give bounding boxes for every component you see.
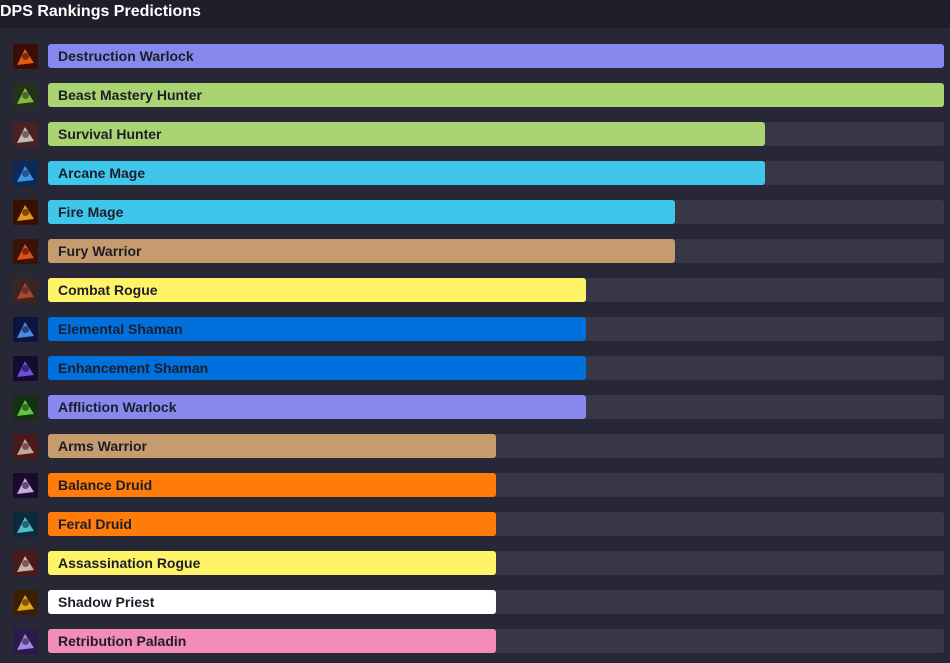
ranking-row[interactable]: Arcane Mage [0,155,950,194]
arms-warrior-icon [13,434,38,459]
bar-track: Beast Mastery Hunter [48,83,944,107]
bar-track: Destruction Warlock [48,44,944,68]
ranking-row[interactable]: Shadow Priest [0,584,950,623]
bar [48,239,675,263]
bar-track: Arcane Mage [48,161,944,185]
bar-track: Fire Mage [48,200,944,224]
fire-mage-icon [13,200,38,225]
ranking-row[interactable]: Feral Druid [0,506,950,545]
bar-label: Survival Hunter [58,126,162,142]
bar-label: Elemental Shaman [58,321,183,337]
enhancement-shaman-icon [13,356,38,381]
bar [48,512,496,536]
elemental-shaman-icon [13,317,38,342]
bar-track: Affliction Warlock [48,395,944,419]
ranking-row[interactable]: Balance Druid [0,467,950,506]
ranking-row[interactable]: Enhancement Shaman [0,350,950,389]
bar-track: Fury Warrior [48,239,944,263]
bar [48,200,675,224]
bar-track: Retribution Paladin [48,629,944,653]
chart-panel: Destruction Warlock Beast Mastery Hunter S… [0,28,950,663]
ranking-row[interactable]: Assassination Rogue [0,545,950,584]
bar [48,161,765,185]
ranking-row[interactable]: Affliction Warlock [0,389,950,428]
combat-rogue-icon [13,278,38,303]
feral-druid-icon [13,512,38,537]
affliction-warlock-icon [13,395,38,420]
bar [48,434,496,458]
bar [48,629,496,653]
balance-druid-icon [13,473,38,498]
bar-track: Arms Warrior [48,434,944,458]
assassination-rogue-icon [13,551,38,576]
bar [48,317,586,341]
bar-track: Enhancement Shaman [48,356,944,380]
bar-track: Assassination Rogue [48,551,944,575]
shadow-priest-icon [13,590,38,615]
bar-label: Combat Rogue [58,282,158,298]
bar [48,122,765,146]
page-title: DPS Rankings Predictions [0,3,201,20]
bar-track: Survival Hunter [48,122,944,146]
bar [48,83,944,107]
bar-track: Balance Druid [48,473,944,497]
bar-label: Arcane Mage [58,165,146,181]
bar-label: Enhancement Shaman [58,360,209,376]
fury-warrior-icon [13,239,38,264]
bar-label: Shadow Priest [58,594,155,610]
bar [48,395,586,419]
bar-label: Feral Druid [58,516,132,532]
beast-mastery-hunter-icon [13,83,38,108]
ranking-row[interactable]: Beast Mastery Hunter [0,77,950,116]
bar-track: Shadow Priest [48,590,944,614]
bar-label: Beast Mastery Hunter [58,87,202,103]
bar [48,590,496,614]
ranking-row[interactable]: Fire Mage [0,194,950,233]
ranking-row[interactable]: Fury Warrior [0,233,950,272]
bar [48,551,496,575]
bar-label: Arms Warrior [58,438,147,454]
bar [48,44,944,68]
bar-label: Fury Warrior [58,243,142,259]
bar-track: Feral Druid [48,512,944,536]
bar-track: Combat Rogue [48,278,944,302]
ranking-row[interactable]: Retribution Paladin [0,623,950,662]
bar-label: Retribution Paladin [58,633,187,649]
arcane-mage-icon [13,161,38,186]
bar-track: Elemental Shaman [48,317,944,341]
destruction-warlock-icon [13,44,38,69]
retribution-paladin-icon [13,629,38,654]
bar [48,473,496,497]
ranking-row[interactable]: Survival Hunter [0,116,950,155]
ranking-row[interactable]: Elemental Shaman [0,311,950,350]
ranking-row[interactable]: Destruction Warlock [0,38,950,77]
survival-hunter-icon [13,122,38,147]
bar-label: Balance Druid [58,477,153,493]
bar-label: Destruction Warlock [58,48,194,64]
bar-label: Assassination Rogue [58,555,201,571]
bar-label: Fire Mage [58,204,124,220]
bar [48,278,586,302]
bar [48,356,586,380]
ranking-row[interactable]: Combat Rogue [0,272,950,311]
ranking-row[interactable]: Arms Warrior [0,428,950,467]
bar-label: Affliction Warlock [58,399,177,415]
